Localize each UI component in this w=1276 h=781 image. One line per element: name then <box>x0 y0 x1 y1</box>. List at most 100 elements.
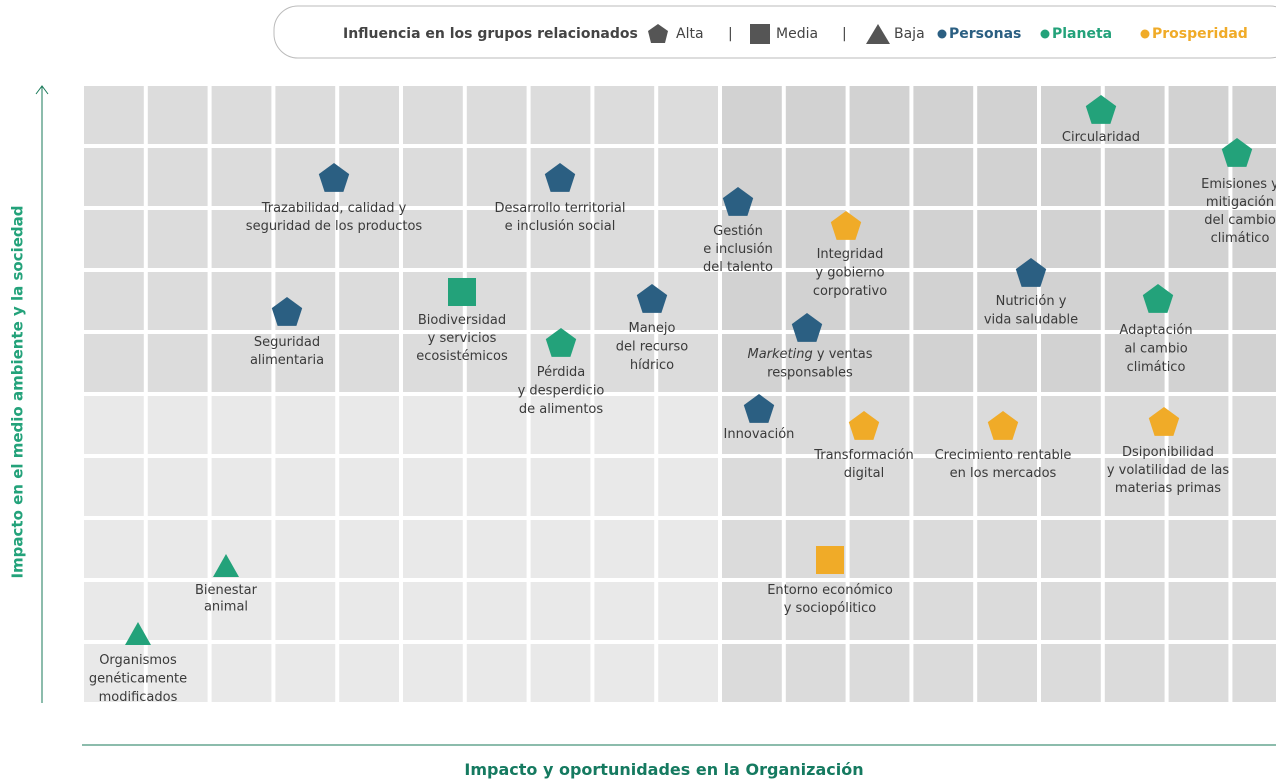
topic-label: Emisiones y <box>1201 177 1276 192</box>
grid-cell <box>275 334 336 392</box>
topic-icon-pentagon <box>1148 407 1180 436</box>
x-axis-title: Impacto y oportunidades en la Organizaci… <box>464 760 863 779</box>
legend-sep: | <box>842 26 847 42</box>
grid-cell <box>211 458 272 516</box>
grid-cell <box>530 86 591 144</box>
grid-cell <box>722 272 782 330</box>
grid-cell <box>594 644 655 702</box>
grid-cell <box>977 644 1037 702</box>
grid-cell <box>849 520 910 578</box>
legend-dot <box>1140 29 1150 39</box>
grid-cell <box>594 396 655 454</box>
grid-cell <box>530 458 591 516</box>
topic: Circularidad <box>1062 95 1140 145</box>
grid-cell <box>275 86 336 144</box>
grid-cell <box>339 86 399 144</box>
topic: Transformación digital <box>813 411 914 481</box>
grid-cell <box>466 520 527 578</box>
topic-icon-pentagon <box>1142 284 1174 313</box>
topic-icon-pentagon <box>1015 258 1047 287</box>
grid-cell <box>913 520 974 578</box>
topic-label: alimentaria <box>250 353 324 368</box>
grid-cell <box>1104 148 1165 206</box>
grid-cell <box>658 272 718 330</box>
grid-cell <box>1168 644 1229 702</box>
legend-dot <box>937 29 947 39</box>
grid-cell <box>977 334 1037 392</box>
grid-cell <box>403 86 463 144</box>
topic-icon-pentagon <box>743 394 775 423</box>
grid-cell <box>1041 396 1101 454</box>
grid-cell <box>211 148 272 206</box>
topic-label: Bienestar <box>195 583 258 598</box>
legend-planeta: Planeta <box>1052 26 1112 42</box>
grid-cell <box>403 210 463 268</box>
topic: Manejo del recurso hídrico <box>616 284 689 373</box>
grid-cell <box>84 86 144 144</box>
topic-label: climático <box>1211 231 1270 246</box>
grid-cell <box>658 458 718 516</box>
topic: Adaptación al cambio climático <box>1119 284 1193 375</box>
grid-cell <box>530 644 591 702</box>
legend-square <box>750 24 770 44</box>
grid-cell <box>1104 582 1165 640</box>
grid-cell <box>1232 458 1276 516</box>
grid-cell <box>1168 148 1229 206</box>
topic: Bienestar animal <box>195 554 258 615</box>
topic-icon-pentagon <box>848 411 880 440</box>
grid-cell <box>275 644 336 702</box>
grid-cell <box>785 334 846 392</box>
topic-label: materias primas <box>1115 481 1221 496</box>
grid-cell <box>147 334 208 392</box>
grid-cell <box>1168 210 1229 268</box>
topic-label-em: Marketing <box>748 347 813 362</box>
grid-cell <box>977 86 1037 144</box>
grid-cell <box>1041 458 1101 516</box>
grid-cell <box>403 458 463 516</box>
grid-cell <box>913 148 974 206</box>
grid-cell <box>977 210 1037 268</box>
topic-label: Circularidad <box>1062 130 1140 145</box>
grid-cell <box>1168 396 1229 454</box>
grid-cell <box>466 86 527 144</box>
grid-cell <box>913 396 974 454</box>
grid-cell <box>1104 458 1165 516</box>
grid-cell <box>913 582 974 640</box>
grid-cell <box>84 458 144 516</box>
grid-cell <box>339 334 399 392</box>
grid-cell <box>530 396 591 454</box>
grid-cell <box>785 396 846 454</box>
grid-cell <box>913 86 974 144</box>
topic-icon-square <box>816 546 844 574</box>
grid-cell <box>339 458 399 516</box>
grid-cell <box>147 520 208 578</box>
topic-label: Nutrición y <box>996 294 1067 309</box>
grid-cell <box>658 86 718 144</box>
grid-cell <box>1041 210 1101 268</box>
topic-label: Dsiponibilidad <box>1122 445 1214 460</box>
grid-cell <box>1168 520 1229 578</box>
grid-cell <box>1041 520 1101 578</box>
grid-cell <box>722 458 782 516</box>
topic-label: Trazabilidad, calidad y <box>261 201 407 216</box>
grid-cell <box>211 396 272 454</box>
topic-label: ecosistémicos <box>416 349 508 364</box>
grid-cell <box>913 210 974 268</box>
topic-label: del recurso <box>616 340 689 355</box>
grid-cell <box>1041 582 1101 640</box>
grid-cell <box>1041 644 1101 702</box>
grid-cell <box>785 458 846 516</box>
grid-cell <box>147 644 208 702</box>
grid-cell <box>977 458 1037 516</box>
grid-cell <box>1104 334 1165 392</box>
grid-cell <box>403 582 463 640</box>
grid-cell <box>339 210 399 268</box>
grid-cell <box>1104 644 1165 702</box>
grid-cell <box>84 396 144 454</box>
grid-cell <box>849 334 910 392</box>
topic: Entorno económico y sociopólitico <box>767 546 893 616</box>
topic-label: Entorno económico <box>767 583 893 598</box>
topic-icon-pentagon <box>1085 95 1117 124</box>
topic-label: Integridad <box>817 247 884 262</box>
